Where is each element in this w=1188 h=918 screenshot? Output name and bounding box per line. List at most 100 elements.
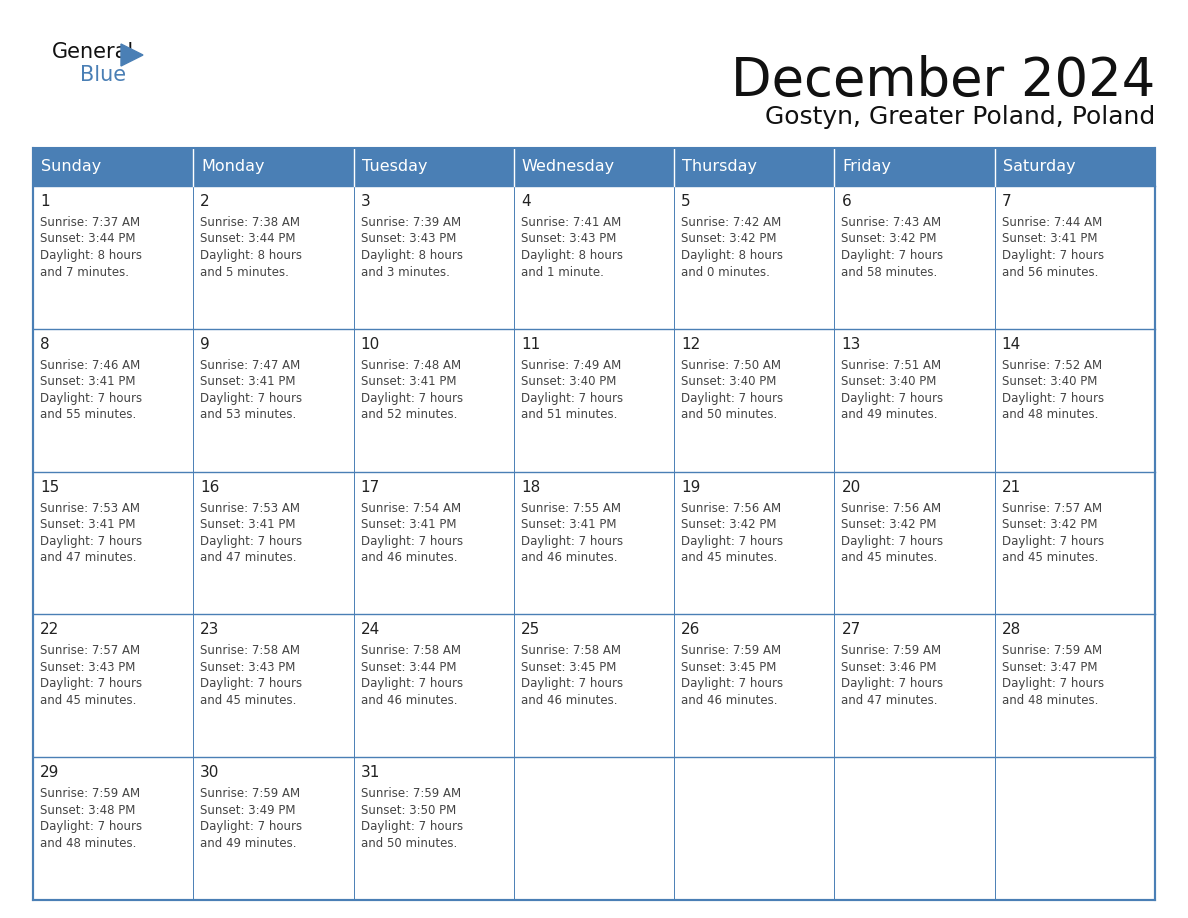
Text: 21: 21 [1001, 479, 1020, 495]
Text: Daylight: 7 hours: Daylight: 7 hours [361, 392, 462, 405]
Text: Sunset: 3:41 PM: Sunset: 3:41 PM [201, 518, 296, 532]
Text: Daylight: 8 hours: Daylight: 8 hours [40, 249, 143, 262]
Text: 28: 28 [1001, 622, 1020, 637]
Bar [354, 472, 514, 614]
Text: Daylight: 7 hours: Daylight: 7 hours [681, 392, 783, 405]
Text: 19: 19 [681, 479, 701, 495]
Text: and 47 minutes.: and 47 minutes. [201, 551, 297, 564]
Text: Thursday: Thursday [682, 160, 757, 174]
Text: 25: 25 [520, 622, 541, 637]
Text: Daylight: 7 hours: Daylight: 7 hours [1001, 392, 1104, 405]
Text: Daylight: 7 hours: Daylight: 7 hours [681, 534, 783, 548]
Text: Daylight: 7 hours: Daylight: 7 hours [681, 677, 783, 690]
Text: Sunset: 3:40 PM: Sunset: 3:40 PM [520, 375, 617, 388]
Text: Sunset: 3:44 PM: Sunset: 3:44 PM [361, 661, 456, 674]
Text: and 47 minutes.: and 47 minutes. [40, 551, 137, 564]
Text: Sunrise: 7:53 AM: Sunrise: 7:53 AM [40, 501, 140, 515]
Text: and 50 minutes.: and 50 minutes. [361, 836, 457, 850]
Text: and 53 minutes.: and 53 minutes. [201, 409, 297, 421]
Bar [33, 329, 194, 472]
Text: Sunrise: 7:48 AM: Sunrise: 7:48 AM [361, 359, 461, 372]
Text: Sunset: 3:43 PM: Sunset: 3:43 PM [201, 661, 296, 674]
Text: Sunset: 3:43 PM: Sunset: 3:43 PM [520, 232, 617, 245]
Text: Daylight: 7 hours: Daylight: 7 hours [40, 677, 143, 690]
Text: and 46 minutes.: and 46 minutes. [520, 551, 618, 564]
Text: Sunday: Sunday [42, 160, 101, 174]
Text: Sunrise: 7:58 AM: Sunrise: 7:58 AM [361, 644, 461, 657]
Bar [834, 186, 994, 329]
Text: Sunset: 3:42 PM: Sunset: 3:42 PM [841, 518, 937, 532]
Text: and 51 minutes.: and 51 minutes. [520, 409, 618, 421]
Bar [994, 472, 1155, 614]
Bar [354, 148, 514, 186]
Text: Sunrise: 7:47 AM: Sunrise: 7:47 AM [201, 359, 301, 372]
Text: Daylight: 7 hours: Daylight: 7 hours [841, 249, 943, 262]
Text: 31: 31 [361, 766, 380, 780]
Bar [33, 148, 194, 186]
Text: Daylight: 8 hours: Daylight: 8 hours [361, 249, 462, 262]
Bar [994, 148, 1155, 186]
Text: Sunset: 3:41 PM: Sunset: 3:41 PM [40, 375, 135, 388]
Bar [194, 472, 354, 614]
Text: and 5 minutes.: and 5 minutes. [201, 265, 289, 278]
Text: Sunrise: 7:55 AM: Sunrise: 7:55 AM [520, 501, 621, 515]
Text: Sunrise: 7:50 AM: Sunrise: 7:50 AM [681, 359, 782, 372]
Bar [354, 186, 514, 329]
Text: Sunrise: 7:52 AM: Sunrise: 7:52 AM [1001, 359, 1101, 372]
Text: and 50 minutes.: and 50 minutes. [681, 409, 777, 421]
Bar [674, 329, 834, 472]
Text: 12: 12 [681, 337, 701, 352]
Bar [194, 757, 354, 900]
Text: 30: 30 [201, 766, 220, 780]
Text: 20: 20 [841, 479, 860, 495]
Text: Sunset: 3:45 PM: Sunset: 3:45 PM [681, 661, 777, 674]
Text: Daylight: 7 hours: Daylight: 7 hours [40, 820, 143, 834]
Text: and 45 minutes.: and 45 minutes. [40, 694, 137, 707]
Text: Sunrise: 7:59 AM: Sunrise: 7:59 AM [841, 644, 942, 657]
Text: 11: 11 [520, 337, 541, 352]
Text: Sunrise: 7:56 AM: Sunrise: 7:56 AM [841, 501, 942, 515]
Text: Sunrise: 7:49 AM: Sunrise: 7:49 AM [520, 359, 621, 372]
Text: and 45 minutes.: and 45 minutes. [681, 551, 777, 564]
Text: Gostyn, Greater Poland, Poland: Gostyn, Greater Poland, Poland [765, 105, 1155, 129]
Bar [194, 614, 354, 757]
Text: Daylight: 7 hours: Daylight: 7 hours [841, 392, 943, 405]
Text: Sunrise: 7:43 AM: Sunrise: 7:43 AM [841, 216, 942, 229]
Text: Sunset: 3:41 PM: Sunset: 3:41 PM [361, 518, 456, 532]
Text: Sunset: 3:40 PM: Sunset: 3:40 PM [841, 375, 937, 388]
Text: Sunset: 3:44 PM: Sunset: 3:44 PM [201, 232, 296, 245]
Text: 22: 22 [40, 622, 59, 637]
Bar [354, 614, 514, 757]
Text: Sunrise: 7:39 AM: Sunrise: 7:39 AM [361, 216, 461, 229]
Bar [514, 329, 674, 472]
Text: Sunset: 3:43 PM: Sunset: 3:43 PM [361, 232, 456, 245]
Text: and 58 minutes.: and 58 minutes. [841, 265, 937, 278]
Text: Sunrise: 7:59 AM: Sunrise: 7:59 AM [1001, 644, 1101, 657]
Text: Sunrise: 7:46 AM: Sunrise: 7:46 AM [40, 359, 140, 372]
Text: Sunset: 3:42 PM: Sunset: 3:42 PM [1001, 518, 1098, 532]
Text: Sunrise: 7:58 AM: Sunrise: 7:58 AM [201, 644, 301, 657]
Bar [834, 329, 994, 472]
Text: Sunset: 3:41 PM: Sunset: 3:41 PM [1001, 232, 1098, 245]
Text: 2: 2 [201, 194, 210, 209]
Text: and 52 minutes.: and 52 minutes. [361, 409, 457, 421]
Text: and 46 minutes.: and 46 minutes. [361, 551, 457, 564]
Bar [994, 757, 1155, 900]
Text: 24: 24 [361, 622, 380, 637]
Bar [674, 186, 834, 329]
Text: Sunset: 3:44 PM: Sunset: 3:44 PM [40, 232, 135, 245]
Bar [514, 186, 674, 329]
Text: Sunrise: 7:59 AM: Sunrise: 7:59 AM [361, 788, 461, 800]
Text: Sunrise: 7:54 AM: Sunrise: 7:54 AM [361, 501, 461, 515]
Text: and 45 minutes.: and 45 minutes. [1001, 551, 1098, 564]
Text: Friday: Friday [842, 160, 891, 174]
Text: Sunrise: 7:57 AM: Sunrise: 7:57 AM [40, 644, 140, 657]
Text: Daylight: 7 hours: Daylight: 7 hours [520, 392, 623, 405]
Bar [33, 472, 194, 614]
Text: Sunset: 3:45 PM: Sunset: 3:45 PM [520, 661, 617, 674]
Bar [994, 186, 1155, 329]
Text: 5: 5 [681, 194, 690, 209]
Bar [514, 472, 674, 614]
Bar [834, 472, 994, 614]
Text: 17: 17 [361, 479, 380, 495]
